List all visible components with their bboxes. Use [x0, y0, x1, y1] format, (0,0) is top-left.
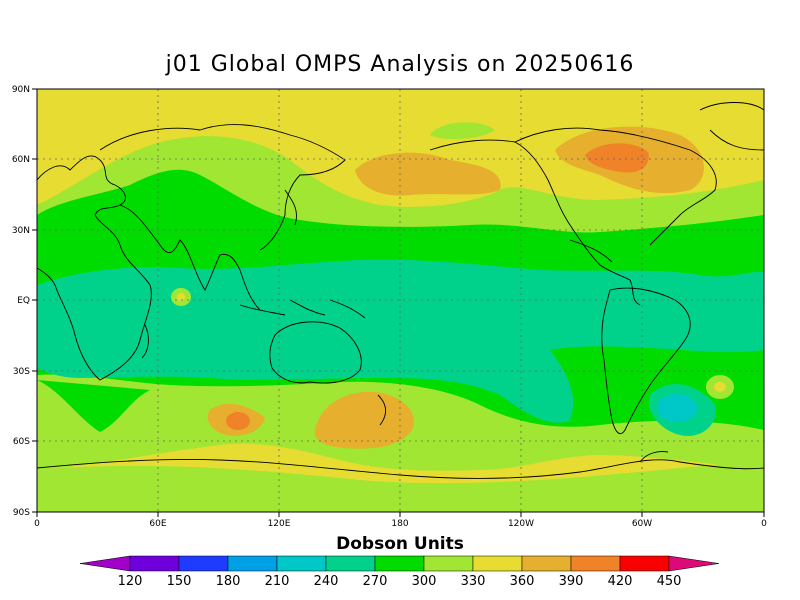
colorbar-label: 300 [412, 574, 437, 589]
lat-label-60n: 60N [12, 155, 30, 165]
colorbar-label: 450 [657, 574, 682, 589]
colorbar-arrow-high [668, 555, 720, 572]
colorbar-segment [521, 555, 572, 572]
coastlines [37, 102, 764, 479]
colorbar-segment [374, 555, 425, 572]
lat-label-60s: 60S [13, 437, 30, 447]
band-390-420-canada [585, 143, 649, 173]
map-title: j01 Global OMPS Analysis on 20250616 [165, 52, 635, 77]
colorbar-label: 390 [559, 574, 584, 589]
colorbar-arrow-low [79, 555, 131, 572]
lat-label-eq: EQ [17, 296, 30, 306]
colorbar-segment [570, 555, 621, 572]
band-300-330-antarctic [37, 460, 764, 512]
lon-label-0-left: 0 [34, 519, 40, 529]
axis-ticks [32, 88, 765, 517]
lat-label-30s: 30S [13, 367, 30, 377]
colorbar-label: 180 [216, 574, 241, 589]
lon-label-0-right: 0 [761, 519, 767, 529]
band-330-360-satl [714, 382, 726, 392]
band-210-240-low [657, 394, 697, 422]
colorbar-label: 240 [314, 574, 339, 589]
band-270-300-southwest [37, 380, 150, 432]
colorbar-label: 330 [461, 574, 486, 589]
colorbar-segment [472, 555, 523, 572]
lon-label-120w: 120W [508, 519, 534, 529]
band-330-360-indian [177, 293, 185, 301]
lat-labels: 90N 60N 30N EQ 30S 60S 90S [12, 85, 30, 518]
ozone-field [37, 89, 764, 512]
band-390-420-south-indian [226, 412, 250, 430]
band-360-390-pacific-north [355, 152, 501, 196]
colorbar-label: 150 [167, 574, 192, 589]
colorbar: 120 150 180 210 240 270 300 330 360 390 420 450 [79, 555, 720, 589]
lat-label-90s: 90S [13, 508, 30, 518]
colorbar-segment [619, 555, 670, 572]
band-240-270-tropics [37, 259, 764, 423]
lon-label-60w: 60W [632, 519, 652, 529]
lon-label-180: 180 [391, 519, 408, 529]
lon-label-120e: 120E [268, 519, 291, 529]
colorbar-segment [276, 555, 327, 572]
colorbar-segment [227, 555, 278, 572]
colorbar-segment [178, 555, 229, 572]
colorbar-segment [423, 555, 474, 572]
colorbar-label: 270 [363, 574, 388, 589]
band-360-390-tasman [314, 391, 414, 449]
band-270-300-north [37, 169, 764, 285]
lat-label-30n: 30N [12, 226, 30, 236]
colorbar-segment [325, 555, 376, 572]
colorbar-label: 420 [608, 574, 633, 589]
lon-label-60e: 60E [149, 519, 166, 529]
gridlines [37, 89, 764, 512]
colorbar-label: 360 [510, 574, 535, 589]
lat-label-90n: 90N [12, 85, 30, 95]
colorbar-segment [129, 555, 180, 572]
band-300-330-arctic [430, 122, 495, 140]
lon-labels: 0 60E 120E 180 120W 60W 0 [34, 519, 767, 529]
colorbar-title: Dobson Units [336, 534, 464, 554]
colorbar-label: 210 [265, 574, 290, 589]
colorbar-label: 120 [118, 574, 143, 589]
